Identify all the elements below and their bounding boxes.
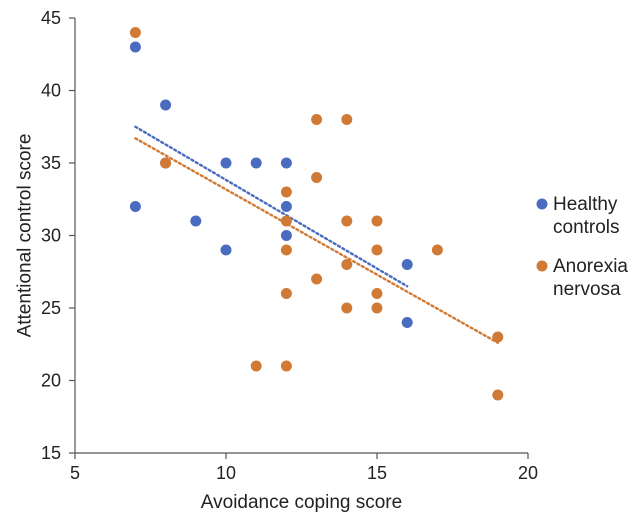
- data-point: [431, 244, 443, 256]
- data-point: [220, 244, 232, 256]
- data-point: [311, 114, 323, 125]
- x-tick-label: 15: [367, 463, 387, 483]
- y-tick-label: 45: [41, 8, 61, 28]
- legend: Healthy controls Anorexia nervosa: [536, 194, 628, 300]
- data-point: [371, 288, 383, 299]
- y-tick-label: 30: [41, 226, 61, 246]
- data-point: [220, 157, 232, 169]
- x-ticks: 5 10 15 20: [70, 453, 538, 483]
- data-point: [311, 172, 323, 183]
- data-point: [190, 215, 202, 227]
- y-tick-label: 40: [41, 81, 61, 101]
- data-points: [129, 27, 504, 401]
- legend-marker: [536, 198, 548, 210]
- trendlines: [134, 125, 499, 344]
- data-point: [250, 157, 262, 169]
- data-point: [341, 114, 353, 125]
- data-point: [341, 302, 353, 314]
- data-point: [129, 41, 141, 53]
- x-tick-label: 5: [70, 463, 80, 483]
- trendline: [134, 137, 499, 344]
- x-axis-title: Avoidance coping score: [201, 492, 402, 513]
- data-point: [492, 389, 504, 401]
- data-point: [160, 157, 172, 169]
- data-point: [280, 157, 292, 169]
- data-point: [280, 215, 292, 227]
- data-point: [371, 215, 383, 227]
- data-point: [250, 360, 262, 372]
- data-point: [129, 27, 141, 38]
- legend-marker: [536, 260, 548, 272]
- data-point: [492, 331, 504, 343]
- legend-label: Healthy controls: [553, 194, 620, 238]
- x-tick-label: 10: [216, 463, 236, 483]
- data-point: [280, 201, 292, 212]
- data-point: [280, 186, 292, 198]
- data-point: [280, 360, 292, 372]
- data-point: [311, 273, 323, 285]
- data-point: [280, 230, 292, 241]
- y-axis-title: Attentional control score: [15, 134, 36, 338]
- axes: [74, 18, 528, 454]
- data-point: [341, 259, 353, 270]
- data-point: [341, 215, 353, 227]
- data-point: [129, 201, 141, 212]
- y-tick-label: 20: [41, 371, 61, 391]
- legend-label: Anorexia nervosa: [553, 256, 628, 300]
- data-point: [371, 244, 383, 256]
- data-point: [371, 302, 383, 314]
- data-point: [280, 244, 292, 256]
- y-tick-label: 15: [41, 443, 61, 463]
- y-tick-label: 25: [41, 298, 61, 318]
- data-point: [401, 259, 413, 270]
- trendline: [134, 125, 409, 288]
- data-point: [160, 99, 172, 111]
- x-tick-label: 20: [518, 463, 538, 483]
- y-ticks: 15 20 25 30 35 40 45: [41, 8, 75, 463]
- y-tick-label: 35: [41, 153, 61, 173]
- data-point: [401, 317, 413, 328]
- data-point: [280, 288, 292, 299]
